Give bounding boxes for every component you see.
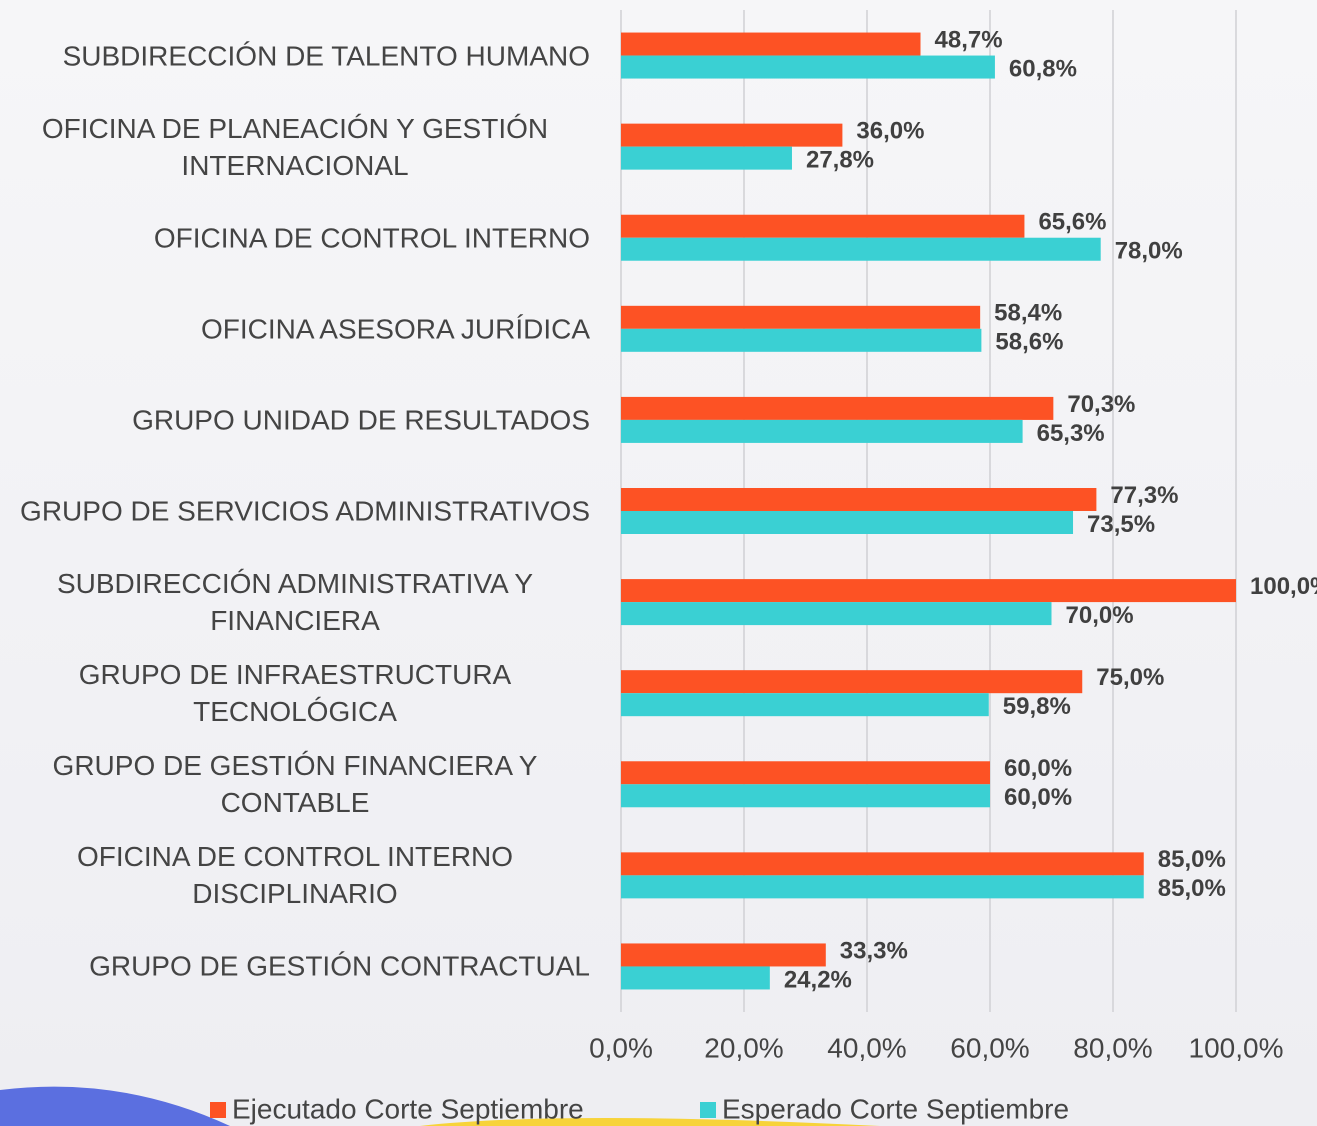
bar: [621, 511, 1073, 534]
chart-page: 0,0% 20,0% 40,0% 60,0% 80,0% 100,0% 48,7%60,8%…: [0, 0, 1317, 1126]
category-label: GRUPO DE GESTIÓN FINANCIERA Y CONTABLE: [0, 747, 590, 821]
bar: [621, 329, 981, 352]
value-label: 78,0%: [1115, 238, 1183, 265]
category-label: OFICINA DE PLANEACIÓN Y GESTIÓN INTERNAC…: [0, 110, 590, 184]
x-tick-label: 20,0%: [704, 1032, 783, 1063]
bar: [621, 33, 921, 56]
decor-swoosh: [0, 1087, 230, 1126]
value-label: 58,4%: [994, 300, 1062, 327]
value-label: 59,8%: [1003, 693, 1071, 720]
value-label: 60,0%: [1004, 784, 1072, 811]
value-label: 73,5%: [1087, 511, 1155, 538]
value-label: 75,0%: [1096, 664, 1164, 691]
category-label: OFICINA DE CONTROL INTERNO: [154, 219, 590, 256]
bar: [621, 488, 1096, 511]
category-label: SUBDIRECCIÓN DE TALENTO HUMANO: [63, 37, 590, 74]
bar: [621, 215, 1024, 238]
bar: [621, 602, 1052, 625]
legend-label: Ejecutado Corte Septiembre: [232, 1093, 584, 1124]
category-label: GRUPO DE GESTIÓN CONTRACTUAL: [89, 948, 590, 985]
x-tick-label: 80,0%: [1073, 1032, 1152, 1063]
category-label: OFICINA DE CONTROL INTERNO DISCIPLINARIO: [0, 838, 590, 912]
bar: [621, 875, 1144, 898]
value-label: 77,3%: [1110, 482, 1178, 509]
value-label: 70,0%: [1066, 602, 1134, 629]
value-label: 60,8%: [1009, 55, 1077, 82]
bar: [621, 147, 792, 170]
category-label: GRUPO UNIDAD DE RESULTADOS: [132, 401, 590, 438]
value-label: 85,0%: [1158, 875, 1226, 902]
bar: [621, 670, 1082, 693]
bar: [621, 56, 995, 79]
legend-marker: [700, 1102, 716, 1118]
bar: [621, 420, 1023, 443]
value-label: 36,0%: [856, 117, 924, 144]
value-label: 65,6%: [1038, 209, 1106, 236]
x-tick-label: 40,0%: [827, 1032, 906, 1063]
value-label: 70,3%: [1067, 391, 1135, 418]
bar: [621, 306, 980, 329]
bar: [621, 579, 1236, 602]
value-label: 65,3%: [1037, 420, 1105, 447]
value-label: 48,7%: [935, 26, 1003, 53]
value-label: 85,0%: [1158, 846, 1226, 873]
x-tick-label: 0,0%: [589, 1032, 653, 1063]
category-label: GRUPO DE SERVICIOS ADMINISTRATIVOS: [20, 493, 590, 530]
bar: [621, 397, 1053, 420]
category-label: OFICINA ASESORA JURÍDICA: [201, 310, 590, 347]
bar: [621, 693, 989, 716]
bar: [621, 966, 770, 989]
value-label: 33,3%: [840, 937, 908, 964]
legend-marker: [210, 1102, 226, 1118]
bar: [621, 124, 842, 147]
value-label: 60,0%: [1004, 755, 1072, 782]
value-label: 24,2%: [784, 966, 852, 993]
value-label: 27,8%: [806, 146, 874, 173]
bar: [621, 761, 990, 784]
category-label: SUBDIRECCIÓN ADMINISTRATIVA Y FINANCIERA: [0, 565, 590, 639]
value-label: 100,0%: [1250, 573, 1317, 600]
bar: [621, 852, 1144, 875]
bar: [621, 238, 1101, 261]
x-tick-label: 100,0%: [1189, 1032, 1284, 1063]
value-label: 58,6%: [995, 329, 1063, 356]
category-label: GRUPO DE INFRAESTRUCTURA TECNOLÓGICA: [0, 656, 590, 730]
legend-label: Esperado Corte Septiembre: [722, 1093, 1069, 1124]
x-tick-label: 60,0%: [950, 1032, 1029, 1063]
bar: [621, 943, 826, 966]
bar: [621, 784, 990, 807]
